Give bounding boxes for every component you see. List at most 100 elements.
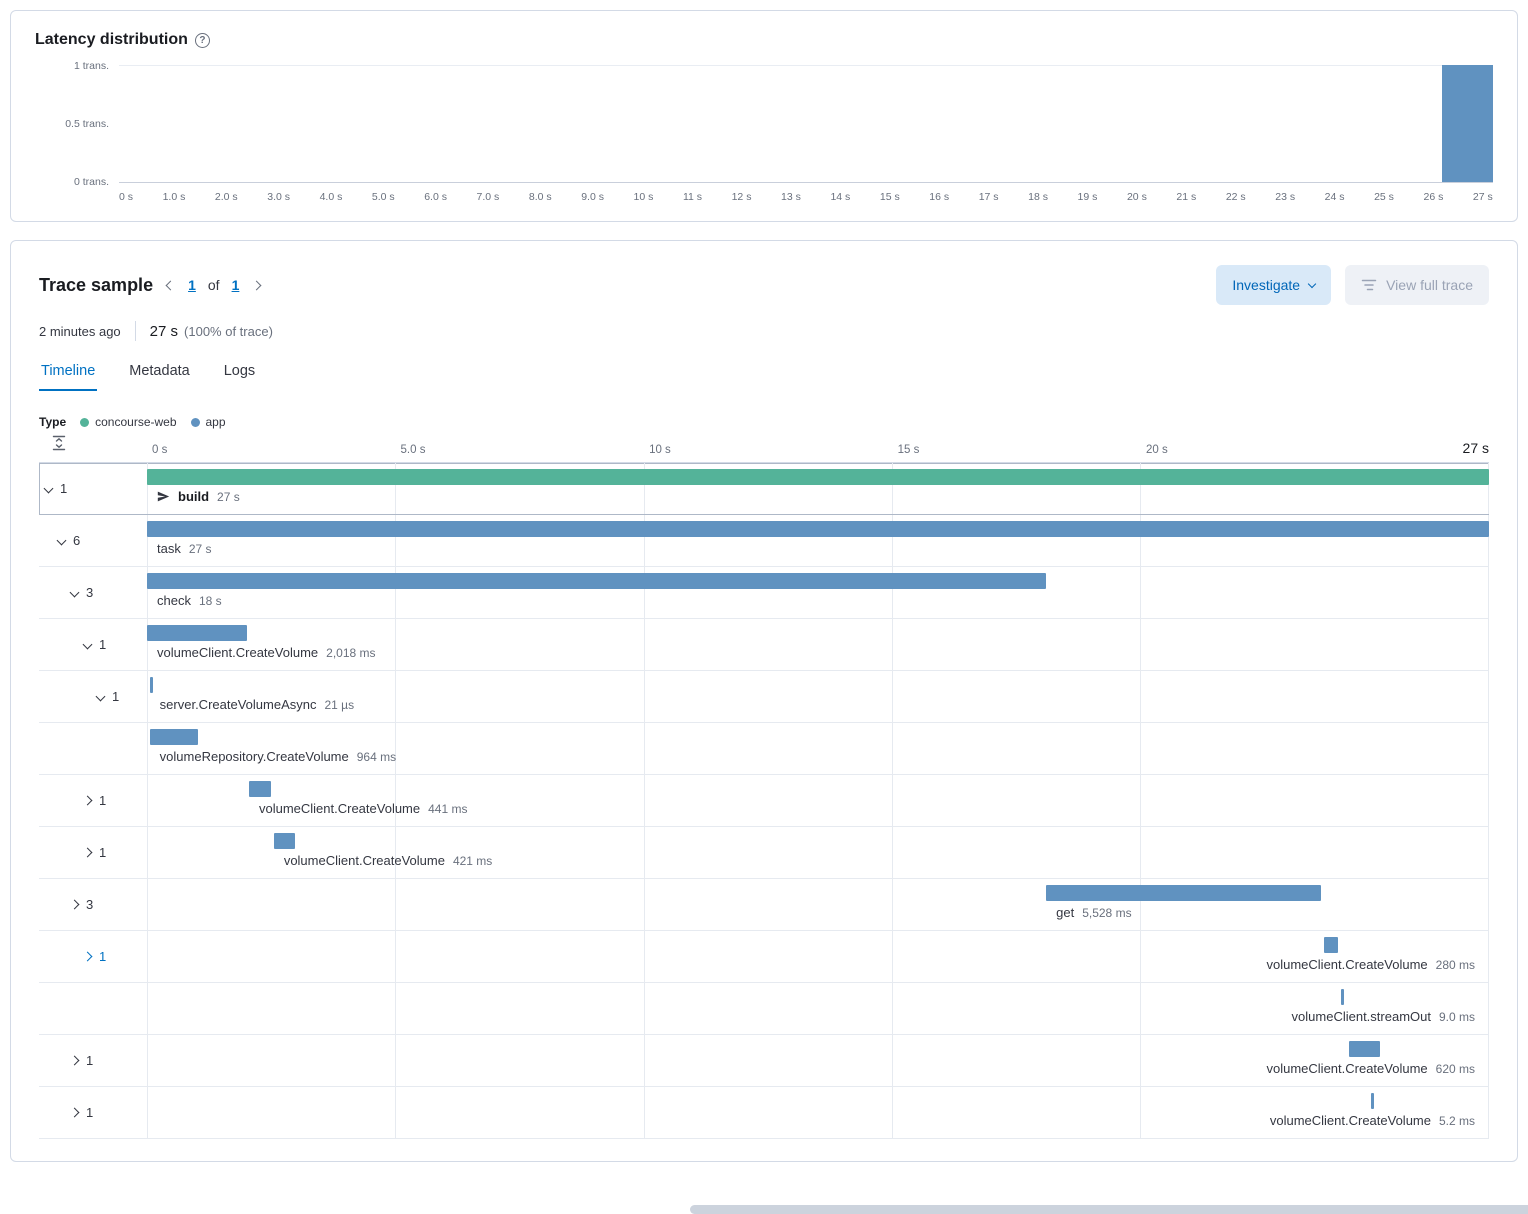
chevron-right-icon	[82, 951, 93, 962]
span-bar[interactable]	[147, 573, 1047, 589]
row-expand-toggle[interactable]: 1	[82, 949, 106, 964]
row-gutter: 1	[39, 931, 147, 982]
y-tick-label: 0 trans.	[73, 176, 109, 188]
fold-timeline-icon[interactable]	[51, 435, 67, 451]
span-bar[interactable]	[1370, 1093, 1374, 1109]
row-expand-toggle[interactable]: 1	[95, 689, 119, 704]
view-full-trace-button[interactable]: View full trace	[1345, 265, 1489, 305]
span-bar[interactable]	[1323, 937, 1339, 953]
row-gutter: 3	[39, 879, 147, 930]
view-full-trace-label: View full trace	[1386, 277, 1473, 293]
x-tick-label: 1.0 s	[162, 191, 186, 203]
x-tick-label: 3.0 s	[267, 191, 290, 203]
waterfall-row[interactable]: 3 get 5,528 ms	[39, 879, 1489, 931]
latency-x-axis: 0 s 1.0 s 2.0 s 3.0 s 4.0 s 5.0 s 6.0 s 7.0 s 8.…	[119, 191, 1493, 203]
span-bar[interactable]	[149, 677, 153, 693]
row-expand-toggle[interactable]: 1	[82, 793, 106, 808]
trace-meta: 2 minutes ago 27 s (100% of trace)	[39, 321, 1489, 341]
row-expand-toggle[interactable]: 3	[69, 897, 93, 912]
span-label: task 27 s	[157, 541, 212, 556]
span-bar[interactable]	[147, 469, 1489, 485]
chevron-down-icon	[56, 535, 67, 546]
chevron-down-icon	[95, 691, 106, 702]
x-tick-label: 11 s	[682, 191, 703, 203]
waterfall-row[interactable]: 1 server.CreateVolumeAsync 21 µs	[39, 671, 1489, 723]
row-gutter: 1	[39, 775, 147, 826]
divider	[134, 321, 136, 341]
row-track: volumeRepository.CreateVolume 964 ms	[147, 723, 1489, 774]
waterfall-row[interactable]: 1 volumeClient.CreateVolume 441 ms	[39, 775, 1489, 827]
ruler-tick: 10 s	[649, 444, 671, 456]
child-count: 1	[99, 637, 107, 652]
chevron-right-icon	[82, 847, 93, 858]
investigate-button[interactable]: Investigate	[1216, 265, 1332, 305]
row-gutter: 1	[39, 619, 147, 670]
span-bar[interactable]	[147, 625, 248, 641]
row-track: volumeClient.CreateVolume 5.2 ms	[147, 1087, 1489, 1138]
waterfall-row[interactable]: 6 task 27 s	[39, 515, 1489, 567]
x-tick-label: 5.0 s	[371, 191, 395, 203]
pager-next-button[interactable]	[251, 280, 262, 291]
waterfall-row[interactable]: volumeRepository.CreateVolume 964 ms	[39, 723, 1489, 775]
row-expand-toggle[interactable]: 3	[69, 585, 94, 600]
trace-age: 2 minutes ago	[39, 323, 121, 339]
row-expand-toggle[interactable]: 6	[56, 533, 80, 548]
x-tick-label: 10 s	[633, 191, 654, 203]
span-bar[interactable]	[273, 833, 295, 849]
pager-total-pages[interactable]: 1	[231, 277, 240, 293]
waterfall-row[interactable]: 1 volumeClient.CreateVolume 5.2 ms	[39, 1087, 1489, 1139]
ruler-tick: 0 s	[152, 444, 168, 456]
pager-current-page[interactable]: 1	[188, 277, 196, 293]
waterfall-row[interactable]: volumeClient.streamOut 9.0 ms	[39, 983, 1489, 1035]
latency-bar[interactable]	[1442, 65, 1493, 182]
span-bar[interactable]	[1349, 1041, 1381, 1057]
tab-timeline[interactable]: Timeline	[39, 361, 98, 391]
row-expand-toggle[interactable]: 1	[82, 845, 106, 860]
pager-prev-button[interactable]	[165, 280, 176, 291]
row-expand-toggle[interactable]: 1	[43, 481, 68, 496]
span-bar[interactable]	[248, 781, 271, 797]
row-gutter: 1	[39, 827, 147, 878]
waterfall-row[interactable]: 1 volumeClient.CreateVolume 620 ms	[39, 1035, 1489, 1087]
horizontal-scrollbar-thumb[interactable]	[690, 1205, 1528, 1214]
x-tick-label: 26 s	[1423, 191, 1444, 203]
span-label: volumeClient.CreateVolume 620 ms	[1266, 1061, 1476, 1076]
span-bar[interactable]	[149, 729, 198, 745]
span-bar[interactable]	[147, 521, 1489, 537]
investigate-label: Investigate	[1232, 277, 1301, 293]
x-tick-label: 0 s	[119, 191, 134, 203]
ruler-tick: 15 s	[897, 444, 920, 456]
chevron-down-icon	[43, 483, 54, 494]
help-icon[interactable]: ?	[194, 32, 210, 48]
x-tick-label: 8.0 s	[528, 191, 552, 203]
y-tick-label: 0.5 trans.	[65, 118, 109, 130]
waterfall-row[interactable]: 1 volumeClient.CreateVolume 280 ms	[39, 931, 1489, 983]
span-bar[interactable]	[1341, 989, 1345, 1005]
waterfall-row[interactable]: 1 build 27 s	[39, 463, 1489, 515]
x-tick-label: 2.0 s	[214, 191, 238, 203]
waterfall-row[interactable]: 1 volumeClient.CreateVolume 421 ms	[39, 827, 1489, 879]
row-gutter	[39, 723, 147, 774]
x-tick-label: 16 s	[929, 191, 950, 203]
tab-logs[interactable]: Logs	[223, 363, 256, 379]
x-tick-label: 17 s	[978, 191, 999, 203]
row-expand-toggle[interactable]: 1	[82, 637, 107, 652]
tab-metadata[interactable]: Metadata	[129, 363, 190, 379]
y-tick-label: 1 trans.	[73, 60, 109, 72]
child-count: 3	[86, 585, 94, 600]
row-track: server.CreateVolumeAsync 21 µs	[147, 671, 1489, 722]
child-count: 1	[60, 481, 68, 496]
row-expand-toggle[interactable]: 1	[69, 1053, 94, 1068]
row-gutter: 1	[39, 1035, 147, 1086]
waterfall-row[interactable]: 1 volumeClient.CreateVolume 2,018 ms	[39, 619, 1489, 671]
span-label: volumeClient.CreateVolume 421 ms	[283, 853, 493, 868]
chevron-left-icon	[165, 280, 176, 290]
span-bar[interactable]	[1046, 885, 1322, 901]
legend-items: concourse-web app	[80, 415, 226, 429]
row-expand-toggle[interactable]: 1	[69, 1105, 93, 1120]
child-count: 1	[86, 1053, 94, 1068]
waterfall-rows: 1 build 27 s 6 task 27 s 3	[39, 462, 1489, 1139]
row-track: build 27 s	[147, 463, 1489, 514]
waterfall-row[interactable]: 3 check 18 s	[39, 567, 1489, 619]
timeline-ruler-ticks: 0 s 5.0 s 10 s 15 s 20 s 27 s	[147, 438, 1489, 456]
